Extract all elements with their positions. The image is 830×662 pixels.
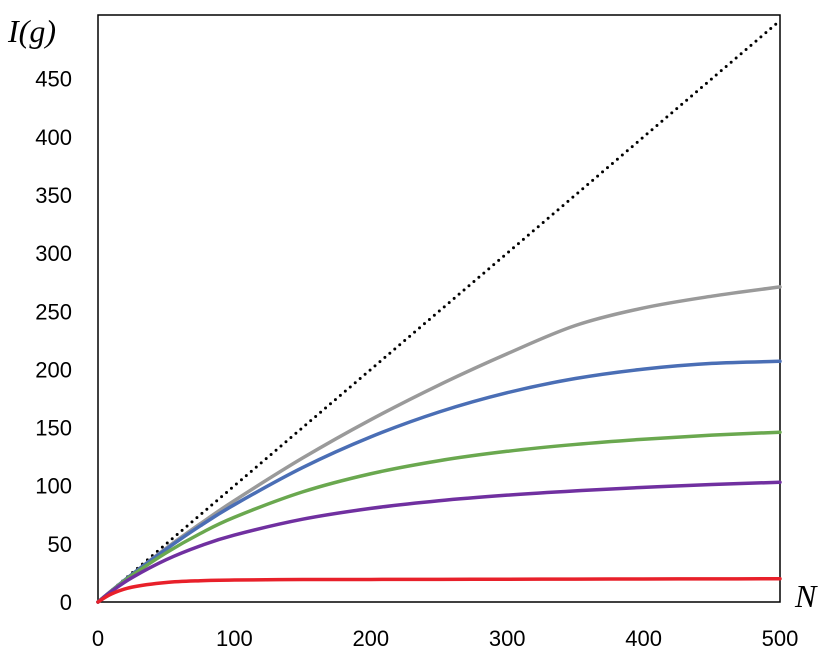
x-tick-label: 200 xyxy=(352,626,389,651)
x-tick-label: 100 xyxy=(216,626,253,651)
y-tick-label: 400 xyxy=(35,125,72,150)
y-tick-label: 450 xyxy=(35,67,72,92)
y-tick-label: 100 xyxy=(35,474,72,499)
series-line-6 xyxy=(96,576,782,604)
x-axis-label: N xyxy=(794,578,818,614)
y-tick-label: 200 xyxy=(35,357,72,382)
x-tick-labels: 0 100 200 300 400 500 xyxy=(92,626,798,651)
series-line-1 xyxy=(96,19,782,604)
x-tick-label: 400 xyxy=(625,626,662,651)
y-axis-label: I(g) xyxy=(7,13,56,49)
y-tick-label: 150 xyxy=(35,416,72,441)
x-tick-label: 300 xyxy=(489,626,526,651)
series-line-5 xyxy=(96,480,782,604)
series-layer xyxy=(96,19,782,604)
y-tick-label: 0 xyxy=(60,590,72,615)
y-tick-labels: 0 50 100 150 200 250 300 350 400 450 xyxy=(35,67,72,615)
y-tick-label: 300 xyxy=(35,241,72,266)
x-tick-label: 0 xyxy=(92,626,104,651)
y-tick-label: 250 xyxy=(35,299,72,324)
plot-area-frame xyxy=(97,14,781,603)
x-tick-label: 500 xyxy=(762,626,799,651)
series-line-4 xyxy=(96,430,782,604)
y-tick-label: 50 xyxy=(48,532,72,557)
y-tick-label: 350 xyxy=(35,183,72,208)
